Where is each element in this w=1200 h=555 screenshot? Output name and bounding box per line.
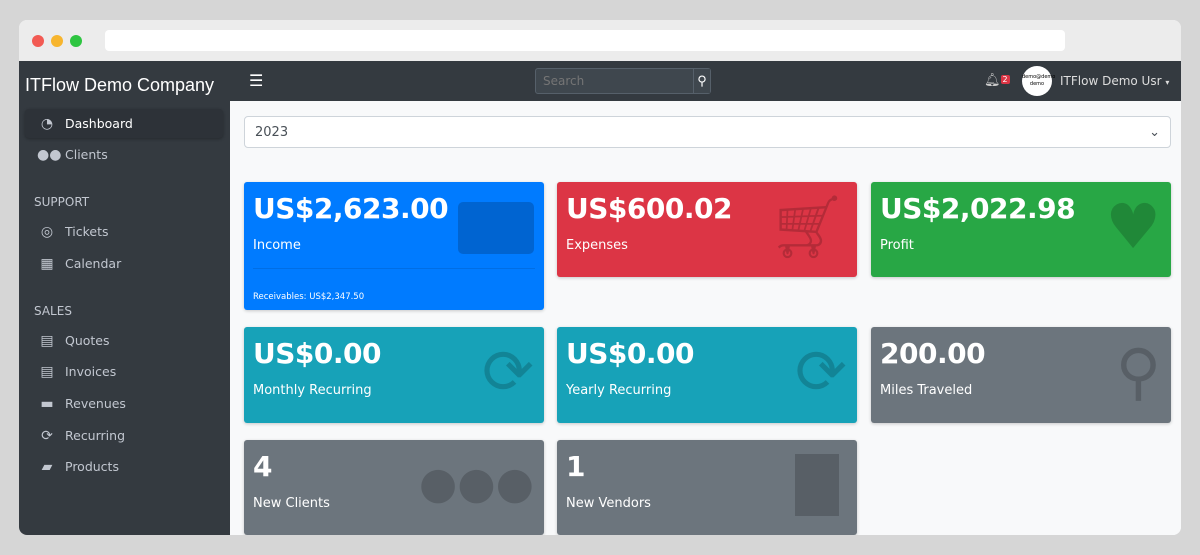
card-label: Yearly Recurring	[566, 383, 672, 398]
credit-card-icon: ▬	[40, 395, 54, 412]
top-navbar: ☰ ⚲ 🔔︎2 demo@demo demo ITFlow Demo Usr ▾	[230, 61, 1181, 101]
search-input[interactable]	[536, 69, 693, 93]
card-label: Miles Traveled	[880, 383, 973, 398]
expenses-card[interactable]: US$600.02 Expenses 🛒︎	[557, 182, 857, 277]
caret-down-icon: ▾	[1165, 78, 1170, 87]
sidebar-item-quotes[interactable]: ▤ Quotes	[25, 326, 223, 355]
card-value: US$0.00	[253, 337, 381, 370]
shopping-cart-icon: 🛒︎	[768, 190, 847, 263]
card-value: US$0.00	[566, 337, 694, 370]
brand-link[interactable]: ITFlow Demo Company	[25, 75, 215, 95]
users-icon: ●●●	[418, 458, 534, 509]
card-label: Profit	[880, 238, 914, 253]
route-icon: ⚲	[1115, 335, 1161, 408]
card-footer: Receivables: US$2,347.50	[253, 268, 535, 310]
invoice-icon: ▤	[40, 363, 54, 380]
sidebar-item-tickets[interactable]: ◎ Tickets	[25, 217, 223, 246]
notifications-button[interactable]: 🔔︎ 2	[984, 73, 1010, 88]
card-label: Expenses	[566, 238, 628, 253]
main-content: 2023 ⌄ US$2,623.00 Income Receivables: US…	[230, 101, 1181, 535]
card-value: 1	[566, 450, 585, 483]
card-label: Income	[253, 238, 301, 253]
sidebar-item-label: Calendar	[65, 256, 122, 271]
maximize-window-button[interactable]	[70, 35, 82, 47]
address-bar[interactable]	[105, 30, 1065, 51]
avatar[interactable]: demo@demo demo	[1022, 66, 1055, 96]
browser-titlebar	[19, 20, 1181, 61]
sidebar-item-dashboard[interactable]: ◔ Dashboard	[25, 109, 223, 138]
sidebar-item-invoices[interactable]: ▤ Invoices	[25, 357, 223, 386]
search-icon: ⚲	[697, 73, 707, 88]
sidebar-item-label: Dashboard	[65, 116, 133, 131]
profit-card[interactable]: US$2,022.98 Profit ♥	[871, 182, 1171, 277]
sidebar-item-label: Quotes	[65, 333, 110, 348]
notification-badge: 2	[1000, 75, 1010, 84]
user-name: ITFlow Demo Usr	[1060, 74, 1162, 88]
sidebar: ITFlow Demo Company ◔ Dashboard ●● Clients…	[19, 61, 230, 535]
minimize-window-button[interactable]	[51, 35, 63, 47]
sidebar-item-label: Invoices	[65, 364, 117, 379]
new-vendors-card[interactable]: 1 New Vendors	[557, 440, 857, 535]
building-icon	[795, 454, 839, 516]
card-value: US$2,623.00	[253, 192, 449, 225]
box-icon: ▰	[41, 458, 53, 475]
heart-icon: ♥	[1105, 190, 1161, 263]
life-ring-icon: ◎	[40, 223, 54, 240]
receivables-text: Receivables: US$2,347.50	[253, 292, 365, 302]
search-button[interactable]: ⚲	[693, 69, 710, 93]
sidebar-item-revenues[interactable]: ▬ Revenues	[25, 389, 223, 418]
file-icon: ▤	[40, 332, 54, 349]
card-label: Monthly Recurring	[253, 383, 372, 398]
tachometer-icon: ◔	[40, 115, 54, 132]
sync-icon: ⟳	[41, 427, 53, 444]
card-value: US$2,022.98	[880, 192, 1076, 225]
users-icon: ●●	[37, 146, 62, 163]
card-label: New Clients	[253, 496, 330, 511]
sync-icon: ⟳	[482, 335, 534, 408]
support-header: SUPPORT	[34, 195, 90, 209]
credit-card-icon	[458, 202, 534, 254]
user-menu[interactable]: ITFlow Demo Usr ▾	[1060, 74, 1169, 88]
sidebar-item-products[interactable]: ▰ Products	[25, 452, 223, 481]
monthly-recurring-card[interactable]: US$0.00 Monthly Recurring ⟳	[244, 327, 544, 423]
miles-traveled-card[interactable]: 200.00 Miles Traveled ⚲	[871, 327, 1171, 423]
sidebar-item-clients[interactable]: ●● Clients	[25, 140, 223, 169]
new-clients-card[interactable]: 4 New Clients ●●●	[244, 440, 544, 535]
chevron-down-icon: ⌄	[1149, 125, 1160, 140]
sidebar-item-calendar[interactable]: ▦ Calendar	[25, 249, 223, 278]
close-window-button[interactable]	[32, 35, 44, 47]
card-value: US$600.02	[566, 192, 732, 225]
sales-header: SALES	[34, 304, 72, 318]
year-select[interactable]: 2023 ⌄	[244, 116, 1171, 148]
sidebar-item-recurring[interactable]: ⟳ Recurring	[25, 421, 223, 450]
browser-window: ITFlow Demo Company ◔ Dashboard ●● Clients…	[19, 20, 1181, 535]
sidebar-item-label: Revenues	[65, 396, 126, 411]
sync-icon: ⟳	[795, 335, 847, 408]
bell-icon: 🔔︎	[984, 73, 1001, 88]
sidebar-item-label: Products	[65, 459, 119, 474]
year-value: 2023	[255, 125, 289, 140]
sidebar-item-label: Clients	[65, 147, 108, 162]
yearly-recurring-card[interactable]: US$0.00 Yearly Recurring ⟳	[557, 327, 857, 423]
menu-toggle-icon[interactable]: ☰	[249, 71, 264, 90]
card-value: 200.00	[880, 337, 986, 370]
sidebar-item-label: Tickets	[65, 224, 109, 239]
card-label: New Vendors	[566, 496, 651, 511]
calendar-icon: ▦	[40, 255, 54, 272]
card-value: 4	[253, 450, 272, 483]
income-card[interactable]: US$2,623.00 Income Receivables: US$2,347…	[244, 182, 544, 310]
search-form: ⚲	[535, 68, 711, 94]
sidebar-item-label: Recurring	[65, 428, 125, 443]
